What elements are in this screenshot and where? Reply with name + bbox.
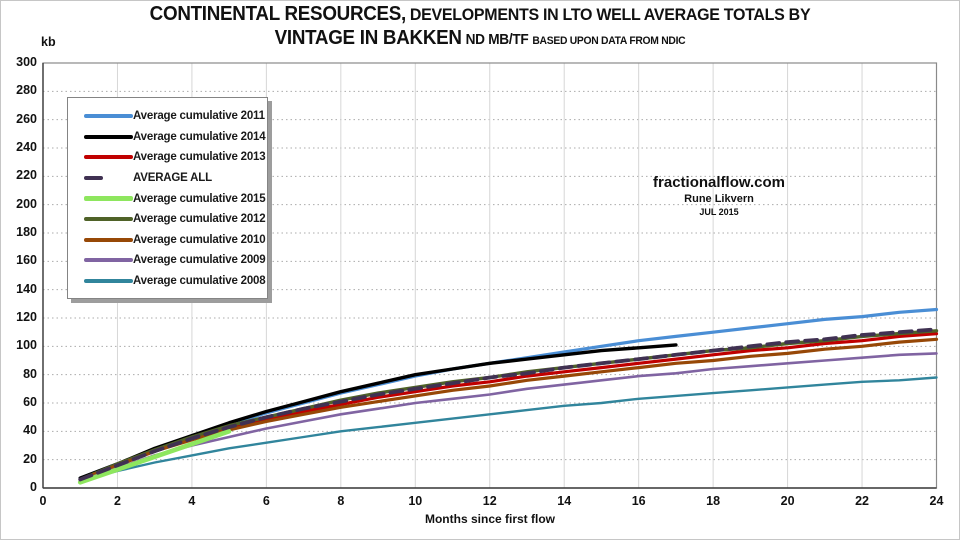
title-vintage: VINTAGE IN BAKKEN bbox=[274, 27, 462, 49]
legend-label: Average cumulative 2012 bbox=[133, 213, 266, 226]
y-tick-label: 60 bbox=[23, 395, 37, 409]
x-tick-label: 6 bbox=[262, 494, 270, 508]
legend-item: Average cumulative 2014 bbox=[84, 127, 266, 148]
legend-swatch-box bbox=[84, 217, 133, 222]
series-line bbox=[78, 332, 939, 482]
watermark-site: fractionalflow.com bbox=[653, 174, 785, 191]
legend-color-swatch bbox=[84, 134, 133, 139]
legend-swatch-box bbox=[84, 237, 133, 242]
x-tick-label: 0 bbox=[39, 494, 47, 508]
legend-swatch-box bbox=[84, 114, 133, 119]
watermark: fractionalflow.com Rune Likvern JUL 2015 bbox=[639, 174, 799, 217]
y-tick-label: 300 bbox=[16, 55, 37, 69]
watermark-author: Rune Likvern bbox=[684, 193, 754, 205]
legend-swatch-box bbox=[84, 134, 133, 139]
legend-item: Average cumulative 2008 bbox=[84, 271, 266, 292]
title-rest: DEVELOPMENTS IN LTO WELL AVERAGE TOTALS … bbox=[409, 5, 811, 24]
legend-label: Average cumulative 2014 bbox=[133, 130, 266, 143]
legend-item: Average cumulative 2011 bbox=[84, 106, 265, 127]
title-source-note: BASED UPON DATA FROM NDIC bbox=[532, 35, 686, 47]
legend-item: Average cumulative 2012 bbox=[84, 209, 266, 230]
legend-color-swatch bbox=[84, 175, 103, 181]
x-tick-label: 20 bbox=[780, 494, 795, 508]
legend-color-swatch bbox=[84, 237, 133, 242]
y-tick-label: 0 bbox=[30, 480, 37, 494]
y-tick-label: 120 bbox=[16, 310, 37, 324]
legend-color-swatch bbox=[84, 217, 133, 222]
series-line bbox=[78, 327, 939, 482]
x-tick-label: 18 bbox=[706, 494, 721, 508]
legend-color-swatch bbox=[84, 196, 133, 202]
legend-color-swatch bbox=[84, 279, 133, 284]
legend-label: Average cumulative 2013 bbox=[133, 151, 266, 164]
legend-item: Average cumulative 2015 bbox=[84, 188, 266, 209]
chart-title-line1: CONTINENTAL RESOURCES, DEVELOPMENTS IN L… bbox=[30, 3, 931, 26]
y-tick-label: 80 bbox=[23, 366, 37, 381]
x-axis-title: Months since first flow bbox=[424, 512, 555, 526]
legend-swatch-box bbox=[84, 155, 133, 160]
legend-label: Average cumulative 2015 bbox=[133, 192, 266, 205]
legend-item: Average cumulative 2013 bbox=[84, 147, 266, 168]
x-tick-label: 14 bbox=[557, 494, 572, 508]
legend-label: Average cumulative 2011 bbox=[133, 110, 265, 123]
watermark-date: JUL 2015 bbox=[699, 207, 739, 217]
y-tick-label: 100 bbox=[16, 338, 37, 353]
legend-item: Average cumulative 2010 bbox=[84, 230, 266, 251]
legend-item: Average cumulative 2009 bbox=[84, 250, 266, 271]
y-tick-label: 160 bbox=[16, 253, 37, 268]
y-axis-unit-label: kb bbox=[41, 35, 56, 49]
series-line bbox=[77, 428, 232, 485]
legend-label: Average cumulative 2010 bbox=[133, 233, 266, 246]
legend-swatch-box bbox=[84, 196, 133, 202]
title-unit: ND MB/TF bbox=[465, 32, 529, 48]
legend-color-swatch bbox=[84, 258, 133, 263]
y-tick-label: 240 bbox=[16, 140, 37, 154]
x-tick-label: 4 bbox=[188, 494, 196, 508]
x-tick-label: 24 bbox=[929, 494, 944, 508]
x-tick-label: 16 bbox=[631, 494, 646, 508]
y-tick-label: 200 bbox=[16, 196, 37, 211]
x-tick-label: 12 bbox=[482, 494, 497, 508]
y-tick-label: 220 bbox=[16, 168, 37, 183]
legend-item: AVERAGE ALL bbox=[84, 168, 261, 189]
title-company: CONTINENTAL RESOURCES, bbox=[149, 3, 407, 25]
legend: Average cumulative 2011 Average cumulativ… bbox=[67, 97, 268, 300]
y-tick-label: 180 bbox=[16, 225, 37, 239]
x-tick-label: 22 bbox=[855, 494, 869, 508]
y-tick-label: 20 bbox=[23, 451, 37, 466]
chart-title-line2: VINTAGE IN BAKKEN ND MB/TF BASED UPON DA… bbox=[30, 27, 931, 50]
chart-title: CONTINENTAL RESOURCES, DEVELOPMENTS IN L… bbox=[1, 3, 959, 50]
legend-label: AVERAGE ALL bbox=[133, 172, 212, 185]
x-tick-label: 2 bbox=[113, 494, 121, 508]
legend-color-swatch bbox=[84, 114, 133, 119]
series-line bbox=[78, 329, 939, 482]
legend-swatch-box bbox=[84, 258, 133, 263]
x-tick-label: 10 bbox=[408, 494, 423, 508]
y-tick-label: 280 bbox=[16, 83, 37, 98]
y-tick-label: 140 bbox=[16, 281, 37, 296]
series-line bbox=[78, 352, 938, 483]
x-tick-label: 8 bbox=[337, 494, 345, 508]
legend-label: Average cumulative 2008 bbox=[133, 275, 266, 288]
y-tick-label: 40 bbox=[23, 423, 37, 438]
legend-label: Average cumulative 2009 bbox=[133, 254, 266, 267]
legend-color-swatch bbox=[84, 155, 133, 160]
series-line bbox=[78, 376, 938, 483]
legend-swatch-box bbox=[84, 279, 133, 284]
y-tick-label: 260 bbox=[16, 111, 37, 126]
legend-swatch-box bbox=[84, 175, 133, 181]
